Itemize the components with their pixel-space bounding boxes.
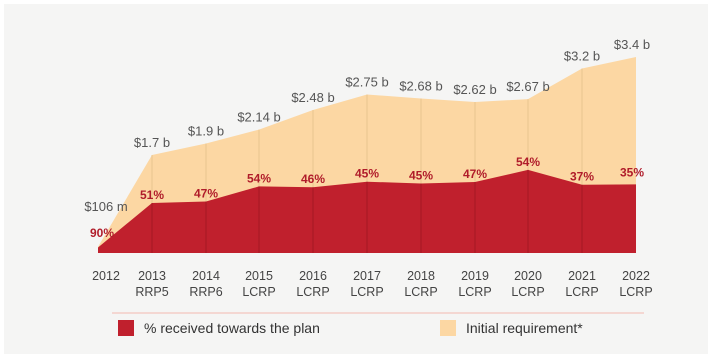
x-tick-sublabel: RRP6: [189, 285, 222, 299]
x-tick-label: 2016: [299, 269, 327, 283]
x-tick-sublabel: RRP5: [135, 285, 168, 299]
x-tick-label: 2015: [245, 269, 273, 283]
legend: % received towards the plan Initial requ…: [118, 320, 583, 336]
x-tick-label: 2019: [461, 269, 489, 283]
x-tick-sublabel: LCRP: [296, 285, 329, 299]
requirement-value-label: $1.7 b: [134, 135, 170, 150]
percent-received-label: 35%: [620, 165, 644, 179]
percent-received-label: 45%: [409, 169, 433, 183]
x-tick-sublabel: LCRP: [511, 285, 544, 299]
funding-area-chart: $106 m $1.7 b $1.9 b $2.14 b $2.48 b $2.75 b $…: [84, 37, 653, 336]
requirement-value-label: $2.14 b: [237, 110, 280, 125]
legend-label-received: % received towards the plan: [144, 320, 320, 336]
percent-received-label: 47%: [463, 167, 487, 181]
x-tick-label: 2014: [192, 269, 220, 283]
percent-received-label: 54%: [516, 155, 540, 169]
x-tick-label: 2020: [514, 269, 542, 283]
requirement-value-label: $2.67 b: [506, 79, 549, 94]
percent-received-label: 46%: [301, 172, 325, 186]
percent-received-label: 47%: [194, 187, 218, 201]
legend-label-requirement: Initial requirement*: [466, 320, 583, 336]
percent-received-label: 45%: [355, 167, 379, 181]
x-tick-sublabel: LCRP: [565, 285, 598, 299]
chart-panel: $106 m $1.7 b $1.9 b $2.14 b $2.48 b $2.75 b $…: [4, 4, 708, 354]
x-tick-sublabel: LCRP: [242, 285, 275, 299]
x-tick-sublabel: LCRP: [619, 285, 652, 299]
requirement-value-label: $3.2 b: [564, 49, 600, 64]
legend-swatch-requirement: [440, 320, 456, 336]
requirement-value-label: $106 m: [84, 199, 127, 214]
requirement-value-label: $2.62 b: [453, 82, 496, 97]
x-tick-label: 2021: [568, 269, 596, 283]
x-tick-label: 2013: [138, 269, 166, 283]
percent-received-label: 37%: [570, 170, 594, 184]
x-tick-sublabel: LCRP: [350, 285, 383, 299]
requirement-value-label: $2.48 b: [291, 90, 334, 105]
requirement-value-label: $3.4 b: [614, 37, 650, 52]
x-tick-label: 2018: [407, 269, 435, 283]
x-tick-label: 2012: [92, 269, 120, 283]
requirement-value-label: $2.75 b: [345, 75, 388, 90]
requirement-value-label: $2.68 b: [399, 79, 442, 94]
x-tick-label: 2017: [353, 269, 381, 283]
x-tick-sublabel: LCRP: [404, 285, 437, 299]
x-tick-sublabel: LCRP: [458, 285, 491, 299]
x-tick-label: 2022: [622, 269, 650, 283]
legend-swatch-received: [118, 320, 134, 336]
requirement-value-label: $1.9 b: [188, 124, 224, 139]
percent-received-label: 51%: [140, 188, 164, 202]
percent-received-label: 54%: [247, 171, 271, 185]
percent-received-label: 90%: [90, 226, 114, 240]
